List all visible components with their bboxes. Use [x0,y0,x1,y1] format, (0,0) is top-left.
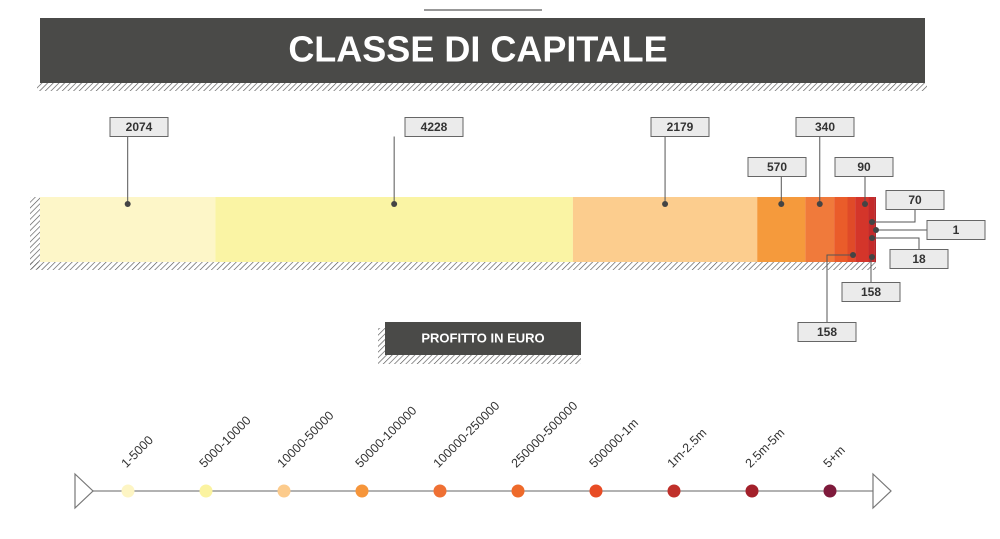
bar-hatch-bottom [30,262,876,270]
legend-dot [200,485,213,498]
value-label: 70 [908,193,922,207]
stacked-bar [40,197,876,262]
legend-label: 1m-2.5m [665,426,710,471]
legend-label: 10000-50000 [275,408,337,470]
legend-dot [122,485,135,498]
leader-dot [391,201,397,207]
axis-arrow-left [75,474,93,508]
leader-dot [817,201,823,207]
legend-label: 50000-100000 [353,404,420,471]
legend-dot [746,485,759,498]
leader-dot [869,235,875,241]
legend-label: 100000-250000 [431,399,503,471]
legend-dot [278,485,291,498]
value-label: 340 [815,120,835,134]
leader-dot [869,219,875,225]
bar-segment [834,197,847,262]
leader-dot [778,201,784,207]
legend-dot [590,485,603,498]
leader-dot [850,252,856,258]
title: CLASSE DI CAPITALE [288,29,667,70]
legend-label: 5000-10000 [197,413,254,470]
legend-label: 250000-500000 [509,399,581,471]
leader-dot [662,201,668,207]
value-label: 4228 [421,120,448,134]
legend-dot [668,485,681,498]
value-label: 90 [857,160,871,174]
legend-dot [824,485,837,498]
legend-label: 2.5m-5m [743,426,788,471]
value-label: 158 [817,325,837,339]
value-label: 2179 [667,120,694,134]
title-hatch [37,83,927,91]
legend-label: 1-5000 [119,433,156,470]
leader-dot [862,201,868,207]
leader-dot [125,201,131,207]
value-label: 570 [767,160,787,174]
legend-label: 500000-1m [587,416,642,471]
bar-segment [855,197,868,262]
value-label: 2074 [126,120,153,134]
legend-label: 5+m [821,443,848,470]
value-label: 158 [861,285,881,299]
legend-dot [434,485,447,498]
leader-dot [873,227,879,233]
legend-title: PROFITTO IN EURO [421,330,544,345]
bar-hatch-left [30,197,40,269]
value-label: 18 [912,252,926,266]
leader-line [872,210,915,223]
leader-dot [869,254,875,260]
axis-arrow-right [873,474,891,508]
leader-line [872,238,919,250]
value-label: 1 [953,223,960,237]
legend-dot [512,485,525,498]
legend-dot [356,485,369,498]
